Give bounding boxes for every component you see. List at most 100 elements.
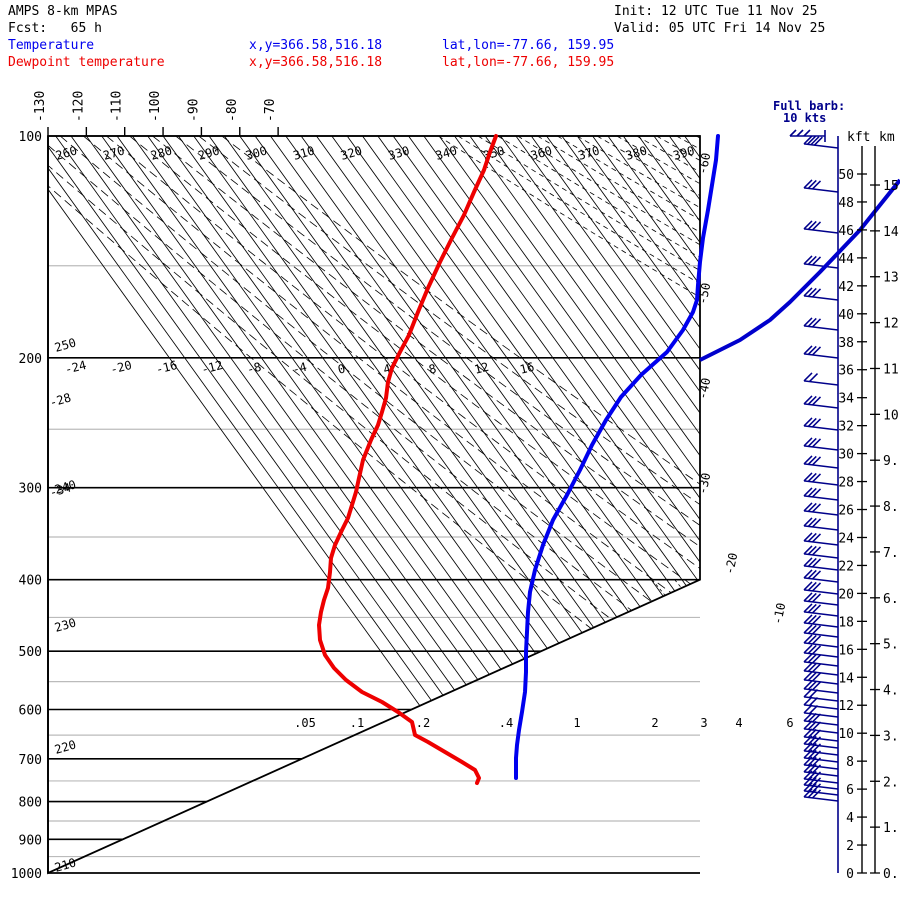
svg-text:360: 360 xyxy=(529,143,554,162)
svg-text:12: 12 xyxy=(473,360,490,377)
svg-text:0: 0 xyxy=(336,361,346,376)
kft-tick-label: 6 xyxy=(846,783,854,798)
wind-barb xyxy=(803,455,839,469)
isotherms xyxy=(48,136,700,873)
mixing-ratio-label: 4 xyxy=(735,716,742,730)
svg-text:-30: -30 xyxy=(695,471,713,495)
svg-text:330: 330 xyxy=(386,143,411,162)
kft-tick-label: 24 xyxy=(838,531,854,546)
wind-barb xyxy=(803,487,839,501)
svg-text:210: 210 xyxy=(53,855,78,874)
theta-label: 290 xyxy=(196,143,221,162)
isotherm-inline-label: 8 xyxy=(427,361,437,376)
km-tick-label: 13. xyxy=(883,271,900,286)
km-tick-label: 7. xyxy=(883,546,899,561)
kft-tick-label: 40 xyxy=(838,308,854,323)
isotherm-inline-label: -12 xyxy=(200,358,224,377)
svg-text:240: 240 xyxy=(53,477,78,496)
wind-barb xyxy=(803,696,839,710)
theta-label: 320 xyxy=(339,143,364,162)
km-tick-label: 3. xyxy=(883,729,899,744)
wind-barb xyxy=(803,569,839,583)
kft-tick-label: 10 xyxy=(838,727,854,742)
wind-barb xyxy=(803,417,839,431)
kft-tick-label: 22 xyxy=(838,559,854,574)
wind-barb xyxy=(803,395,839,409)
theta-label: 340 xyxy=(434,143,459,162)
pressure-tick-label: 700 xyxy=(19,753,42,768)
barb-legend-sample-icon xyxy=(789,129,826,142)
kft-tick-label: 42 xyxy=(838,280,854,295)
isotherm-inline-label: 16 xyxy=(518,360,535,377)
wind-barb xyxy=(803,345,839,359)
wind-barb xyxy=(803,688,839,702)
wind-barb xyxy=(803,720,839,734)
wind-barb xyxy=(803,557,839,571)
isotherm-inline-labels: -24 -20 -16 -12 -8 -4 0 4 8 12 16 xyxy=(63,358,535,377)
theta-label: 300 xyxy=(244,143,269,162)
theta-label: 240 xyxy=(53,477,78,496)
km-axis: 0. 1. 2. 3. 4. 5. 6. 7. 8. 9. 10. 11. 12. 13. 14. 15. xyxy=(870,146,900,882)
theta-label: 370 xyxy=(576,143,601,162)
temperature-curve xyxy=(514,134,720,780)
theta-label: 250 xyxy=(53,335,78,354)
kft-tick-label: 18 xyxy=(838,615,854,630)
wind-barb xyxy=(803,502,839,516)
pressure-axis-labels: 100 200 300 400 500 600 700 800 900 1000 xyxy=(11,130,42,882)
km-tick-label: 11. xyxy=(883,362,900,377)
right-temperature-labels: -60-50-40-30-20-10 xyxy=(695,151,788,625)
km-tick-label: 12. xyxy=(883,317,900,332)
kft-tick-label: 30 xyxy=(838,448,854,463)
plot-frame xyxy=(47,135,701,875)
theta-label: 280 xyxy=(149,143,174,162)
svg-text:-20: -20 xyxy=(722,551,740,575)
right-temperature-label: -60 xyxy=(695,151,713,175)
dewpoint-latlon-value: lat,lon=-77.66, 159.95 xyxy=(442,55,615,70)
km-tick-label: 10. xyxy=(883,408,900,423)
theta-extra-label: -34 xyxy=(48,480,73,499)
wind-barb xyxy=(803,603,839,617)
kft-tick-label: 44 xyxy=(838,252,854,267)
init-time: Init: 12 UTC Tue 11 Nov 25 xyxy=(614,4,818,19)
kft-tick-label: 36 xyxy=(838,364,854,379)
mixing-ratio-labels: .05 .1 .2 .4 1 2 3 4 6 xyxy=(294,716,793,730)
theta-label: 210 xyxy=(53,855,78,874)
wind-barb xyxy=(803,671,839,685)
km-axis-label: km xyxy=(879,130,895,145)
wind-barb xyxy=(803,634,839,648)
svg-text:16: 16 xyxy=(518,360,535,377)
kft-tick-label: 0 xyxy=(846,867,854,882)
km-tick-label: 6. xyxy=(883,592,899,607)
svg-text:-130: -130 xyxy=(33,91,48,122)
top-temperature-tick-label: -90 xyxy=(186,99,201,122)
isotherm-inline-label: -8 xyxy=(245,360,262,377)
kft-tick-label: 48 xyxy=(838,196,854,211)
svg-text:-4: -4 xyxy=(291,360,308,377)
svg-text:-90: -90 xyxy=(186,99,201,122)
km-tick-label: 15. xyxy=(883,179,900,194)
dry-adiabats xyxy=(438,136,700,873)
temperature-legend-label: Temperature xyxy=(8,38,95,53)
wind-barb xyxy=(803,532,839,546)
kft-tick-label: 32 xyxy=(838,420,854,435)
wind-barb xyxy=(803,179,839,193)
top-temperature-tick-label: -80 xyxy=(225,99,240,122)
theta-label: 380 xyxy=(624,143,649,162)
wind-barb xyxy=(803,372,839,386)
km-tick-label: 0. xyxy=(883,867,899,882)
svg-text:4: 4 xyxy=(382,361,392,376)
km-tick-label: 9. xyxy=(883,454,899,469)
temperature-latlon-value: lat,lon=-77.66, 159.95 xyxy=(442,38,615,53)
svg-text:-12: -12 xyxy=(200,358,224,377)
wind-barb xyxy=(803,704,839,718)
top-temperature-tick-label: -120 xyxy=(71,91,86,122)
wind-barb xyxy=(803,255,839,269)
kft-tick-label: 26 xyxy=(838,504,854,519)
wind-barb xyxy=(803,317,839,331)
svg-text:380: 380 xyxy=(624,143,649,162)
svg-text:8: 8 xyxy=(427,361,437,376)
kft-tick-label: 4 xyxy=(846,811,854,826)
svg-text:-120: -120 xyxy=(71,91,86,122)
